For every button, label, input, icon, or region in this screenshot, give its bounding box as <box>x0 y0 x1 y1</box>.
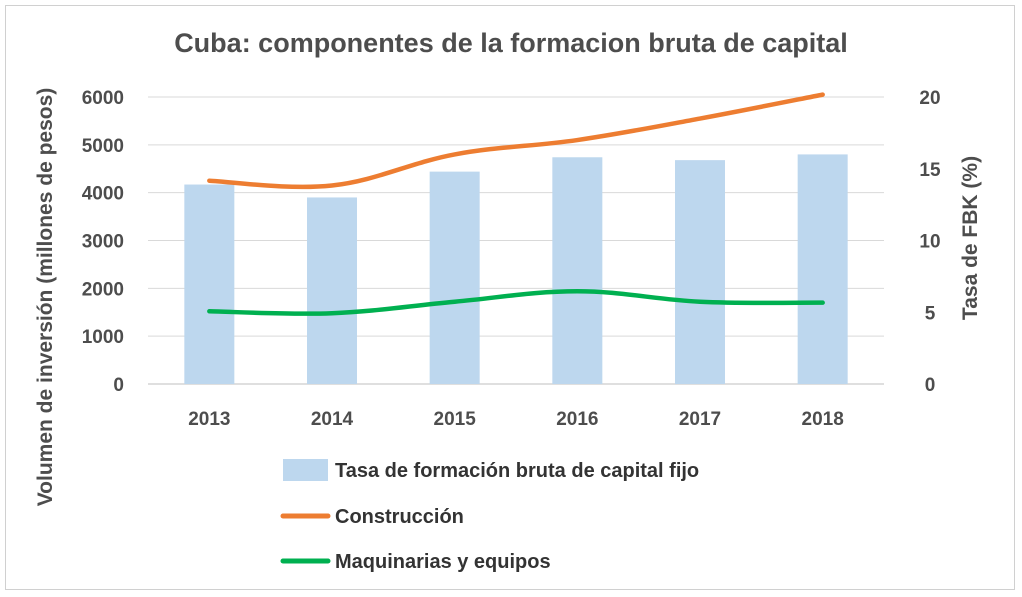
x-tick-label: 2015 <box>434 409 477 430</box>
y-right-tick-label: 10 <box>919 232 940 253</box>
legend-label: Tasa de formación bruta de capital fijo <box>335 460 699 482</box>
bar <box>184 184 235 384</box>
bar <box>307 197 357 384</box>
line-maquinarias-y-equipos <box>207 288 825 316</box>
y-right-tick-label: 5 <box>925 303 936 324</box>
legend-label: Construcción <box>335 506 464 528</box>
legend-label: Maquinarias y equipos <box>335 551 551 573</box>
bar <box>429 171 480 384</box>
bar <box>552 157 603 384</box>
chart-title: Cuba: componentes de la formacion bruta … <box>174 28 848 58</box>
x-tick-label: 2014 <box>311 409 354 430</box>
y-right-tick-label: 0 <box>925 375 936 396</box>
y-left-tick-label: 0 <box>113 375 124 396</box>
legend-swatch-bar <box>283 459 328 481</box>
x-tick-label: 2017 <box>679 409 721 430</box>
y-left-tick-label: 1000 <box>82 327 124 348</box>
y-right-tick-label: 20 <box>919 88 940 109</box>
y-axis-left-label: Volumen de inversión (millones de pesos) <box>34 88 57 507</box>
x-tick-label: 2013 <box>188 409 230 430</box>
y-left-tick-label: 2000 <box>82 279 124 300</box>
y-axis-right-label: Tasa de FBK (%) <box>959 156 982 320</box>
y-left-tick-label: 3000 <box>82 232 124 253</box>
bar <box>797 154 848 384</box>
y-left-tick-label: 5000 <box>82 136 124 157</box>
line-construcci-n <box>207 92 825 190</box>
x-tick-label: 2018 <box>802 409 844 430</box>
y-left-tick-label: 4000 <box>82 184 124 205</box>
y-left-tick-label: 6000 <box>82 88 124 109</box>
y-right-tick-label: 15 <box>919 160 941 181</box>
x-tick-label: 2016 <box>556 409 598 430</box>
bar <box>675 160 725 384</box>
